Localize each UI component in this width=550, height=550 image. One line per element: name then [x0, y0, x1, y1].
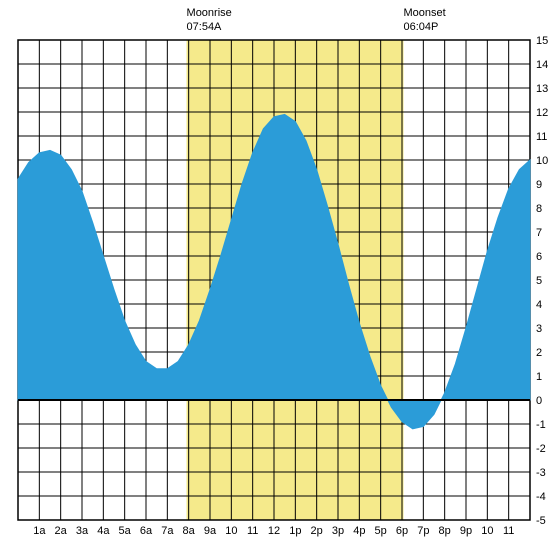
- y-tick-label: -3: [536, 467, 546, 479]
- moonrise-time: 07:54A: [187, 21, 223, 33]
- y-tick-label: 3: [536, 323, 542, 335]
- tide-chart: 1a2a3a4a5a6a7a8a9a1011121p2p3p4p5p6p7p8p…: [0, 0, 550, 550]
- moonrise-label: Moonrise: [187, 7, 232, 19]
- x-tick-label: 9p: [460, 525, 472, 537]
- x-tick-label: 9a: [204, 525, 217, 537]
- x-tick-label: 8a: [183, 525, 196, 537]
- x-tick-label: 6p: [396, 525, 408, 537]
- y-tick-label: -4: [536, 491, 546, 503]
- x-tick-label: 10: [225, 525, 237, 537]
- y-tick-label: 6: [536, 251, 542, 263]
- y-tick-label: 15: [536, 35, 548, 47]
- y-tick-label: 0: [536, 395, 542, 407]
- y-tick-label: 5: [536, 275, 542, 287]
- y-tick-label: 8: [536, 203, 542, 215]
- y-tick-label: -5: [536, 515, 546, 527]
- x-tick-label: 3a: [76, 525, 89, 537]
- x-tick-label: 10: [481, 525, 493, 537]
- x-tick-label: 7p: [417, 525, 429, 537]
- y-tick-label: 14: [536, 59, 548, 71]
- x-tick-label: 5a: [119, 525, 132, 537]
- x-tick-label: 3p: [332, 525, 344, 537]
- x-tick-label: 4a: [97, 525, 110, 537]
- x-tick-label: 2p: [311, 525, 323, 537]
- y-tick-label: 10: [536, 155, 548, 167]
- x-tick-label: 11: [503, 525, 514, 537]
- x-tick-label: 4p: [353, 525, 365, 537]
- y-tick-label: 2: [536, 347, 542, 359]
- x-tick-label: 8p: [439, 525, 451, 537]
- y-tick-label: -2: [536, 443, 546, 455]
- moonset-label: Moonset: [403, 7, 445, 19]
- y-tick-label: 12: [536, 107, 548, 119]
- x-tick-label: 1a: [33, 525, 46, 537]
- x-tick-label: 6a: [140, 525, 153, 537]
- y-tick-label: 7: [536, 227, 542, 239]
- x-tick-label: 12: [268, 525, 280, 537]
- y-tick-label: -1: [536, 419, 546, 431]
- x-tick-label: 5p: [375, 525, 387, 537]
- y-tick-label: 11: [536, 131, 547, 143]
- y-tick-label: 1: [536, 371, 542, 383]
- chart-svg: 1a2a3a4a5a6a7a8a9a1011121p2p3p4p5p6p7p8p…: [0, 0, 550, 550]
- x-tick-label: 7a: [161, 525, 174, 537]
- x-tick-label: 2a: [55, 525, 68, 537]
- moonset-time: 06:04P: [403, 21, 438, 33]
- x-tick-label: 1p: [289, 525, 301, 537]
- y-tick-label: 9: [536, 179, 542, 191]
- x-tick-label: 11: [247, 525, 258, 537]
- y-tick-label: 13: [536, 83, 548, 95]
- y-tick-label: 4: [536, 299, 542, 311]
